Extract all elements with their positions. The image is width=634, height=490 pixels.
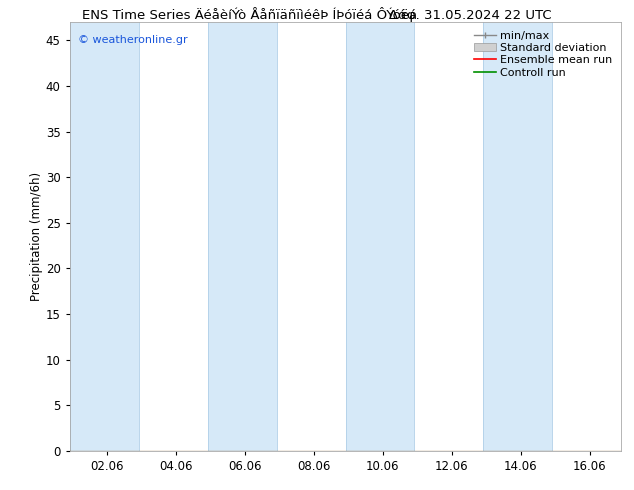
Legend: min/max, Standard deviation, Ensemble mean run, Controll run: min/max, Standard deviation, Ensemble me…: [470, 27, 616, 81]
Bar: [346, 22, 415, 451]
Text: ENS Time Series ÄéåèíÝò ÅåñïäñïìéêÞ ÍÞóïéá ÔÝóëá: ENS Time Series ÄéåèíÝò ÅåñïäñïìéêÞ ÍÞóï…: [82, 9, 418, 22]
Text: Δάφ. 31.05.2024 22 UTC: Δάφ. 31.05.2024 22 UTC: [389, 9, 552, 22]
Bar: [483, 22, 552, 451]
Bar: [207, 22, 276, 451]
Text: © weatheronline.gr: © weatheronline.gr: [78, 35, 188, 45]
Bar: [70, 22, 139, 451]
Y-axis label: Precipitation (mm/6h): Precipitation (mm/6h): [30, 172, 43, 301]
